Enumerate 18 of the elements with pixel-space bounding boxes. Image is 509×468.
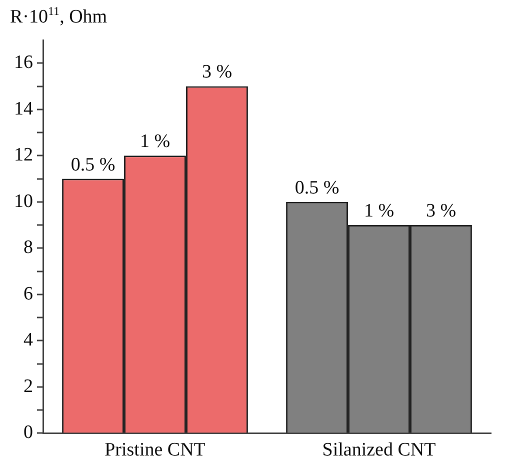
series-label: 3 %: [426, 200, 456, 222]
x-tick-label: Silanized CNT: [322, 440, 436, 461]
text: 3 %: [202, 62, 232, 83]
text: 1 %: [140, 131, 170, 152]
y-tick-label: 12: [14, 144, 33, 166]
series-label: 1 %: [364, 200, 394, 222]
y-tick-label: 10: [14, 190, 33, 212]
y-tick-label: 6: [24, 283, 33, 304]
text: 0.5 %: [294, 177, 340, 198]
y-tick-label: 14: [14, 98, 34, 120]
y-tick-label: 0: [24, 422, 33, 444]
series-label: 0.5 %: [70, 154, 116, 176]
y-tick-label: 2: [24, 376, 33, 397]
y-tick-label: 4: [24, 330, 34, 351]
y-tick-label: 16: [14, 52, 33, 74]
y-tick-label: 8: [24, 237, 33, 258]
y-axis-title: R·10$^{11}$, Ohm: [10, 4, 108, 28]
x-tick-label: Pristine CNT: [104, 440, 206, 461]
